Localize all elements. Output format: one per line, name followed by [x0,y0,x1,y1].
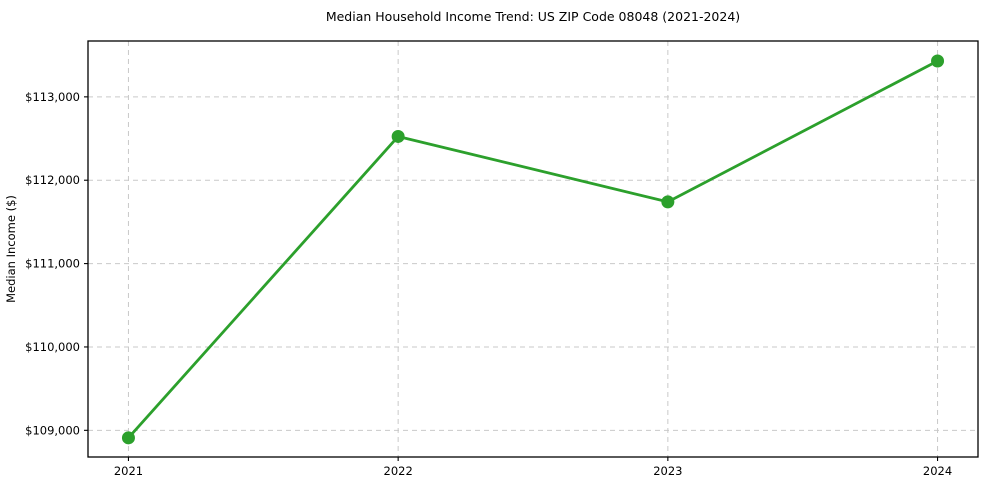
x-tick-label: 2022 [384,464,413,478]
data-point [931,54,945,68]
trend-line [127,59,939,440]
data-series [121,54,945,445]
y-tick-label: $110,000 [25,340,80,354]
plot-border [87,40,979,458]
y-tick-label: $111,000 [25,257,80,271]
x-tick-label: 2021 [114,464,143,478]
y-tick-label: $113,000 [25,90,80,104]
data-point [661,195,675,209]
data-point [121,431,135,445]
tick-labels: 2021 2022 2023 2024 $109,000 $110,000 $111,000… [25,90,952,478]
chart-title: Median Household Income Trend: US ZIP Co… [326,9,740,24]
x-tick-label: 2024 [923,464,952,478]
data-point [391,129,405,143]
y-tick-label: $109,000 [25,423,80,437]
y-axis-label: Median Income ($) [4,195,18,303]
x-tick-label: 2023 [653,464,682,478]
grid-lines [88,41,978,457]
y-tick-label: $112,000 [25,173,80,187]
axis-ticks [84,96,939,461]
